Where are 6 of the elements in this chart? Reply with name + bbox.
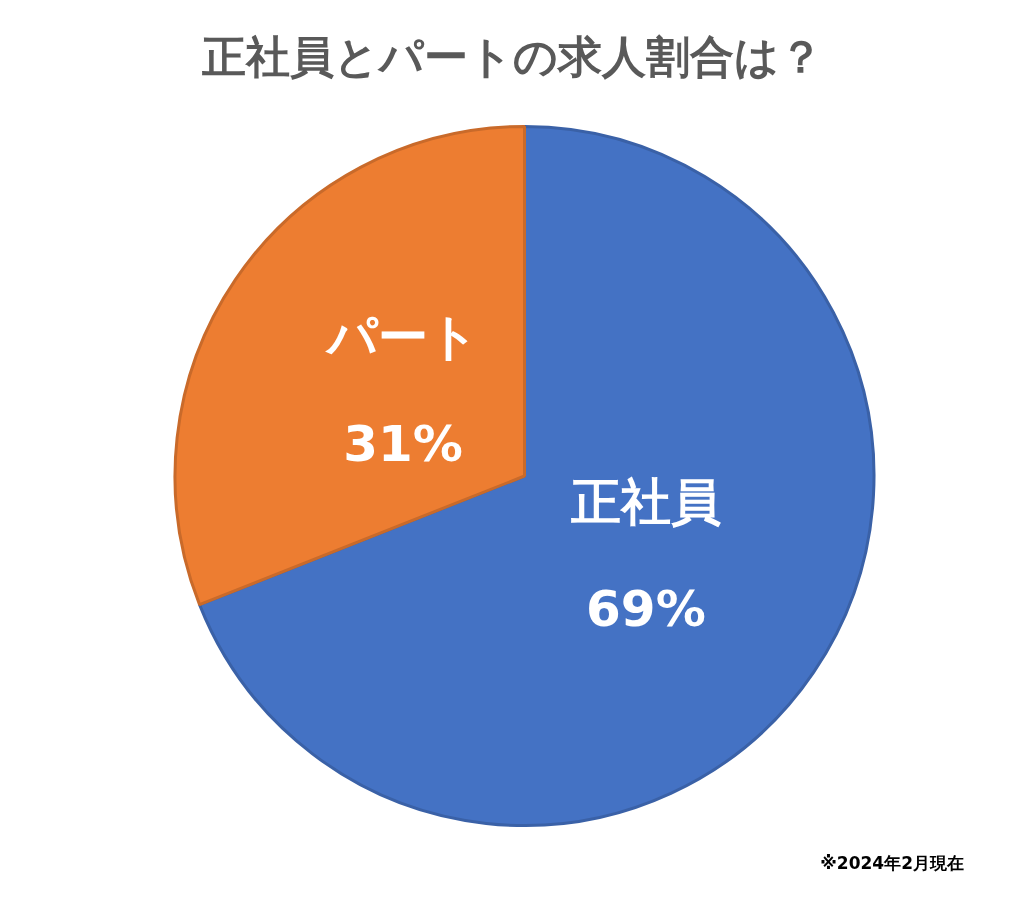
text: ※2024年2月現在	[820, 852, 964, 875]
slice-label: パート	[325, 308, 480, 367]
chart-title: 正社員とパートの求人割合は？	[200, 30, 824, 84]
slice-label: 正社員	[569, 473, 721, 532]
data-label: 31%	[343, 415, 463, 474]
data-label: 69%	[586, 580, 706, 639]
